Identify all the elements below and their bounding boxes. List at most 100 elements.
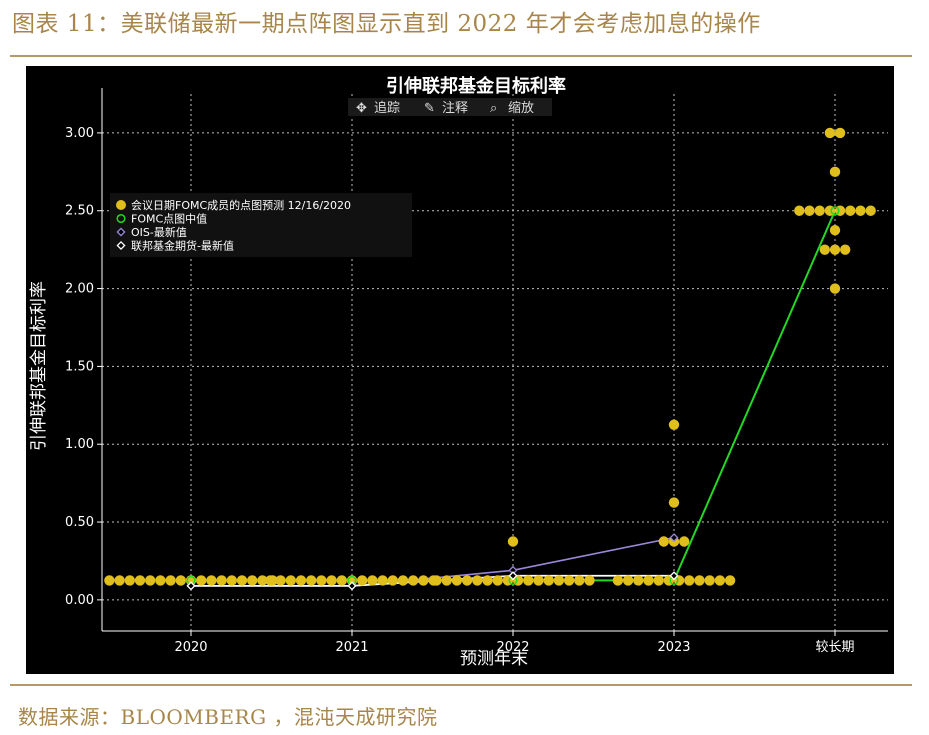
futures-marker bbox=[186, 581, 196, 591]
dot-plot-point bbox=[196, 575, 207, 586]
y-tick-label: 2.50 bbox=[65, 204, 94, 219]
dot-plot-point bbox=[441, 575, 452, 586]
dot-plot-point bbox=[845, 205, 856, 216]
y-tick-label: 2.00 bbox=[65, 282, 94, 297]
legend-entry: 联邦基金期货-最新值 bbox=[131, 239, 234, 253]
dot-plot-point bbox=[155, 575, 166, 586]
x-tick-label: 2022 bbox=[496, 640, 529, 655]
dot-plot-point bbox=[840, 244, 851, 255]
track-label: 追踪 bbox=[374, 100, 400, 116]
dot-plot-point bbox=[367, 575, 378, 586]
dot-plot-point bbox=[653, 575, 664, 586]
chart-toolbar: ✥ 追踪 ✎ 注释 ⌕ 缩放 bbox=[348, 98, 552, 116]
legend-entry: OIS-最新值 bbox=[131, 225, 187, 239]
dot-plot-point bbox=[134, 575, 146, 586]
dot-plot-points bbox=[104, 127, 876, 586]
dot-plot-point bbox=[175, 575, 186, 586]
dot-plot-point bbox=[387, 575, 398, 586]
figure-title: 图表 11：美联储最新一期点阵图显示直到 2022 年才会考虑加息的操作 bbox=[12, 11, 761, 37]
bottom-divider bbox=[10, 684, 912, 686]
dot-plot-point bbox=[584, 575, 595, 586]
chart-legend: 会议日期FOMC成员的点图预测 12/16/2020FOMC点图中值OIS-最新… bbox=[110, 193, 412, 257]
legend-median-icon bbox=[116, 213, 126, 224]
dot-plot-point bbox=[824, 127, 836, 139]
median-marker bbox=[830, 206, 840, 216]
legend-entry: FOMC点图中值 bbox=[131, 213, 207, 226]
dot-plot-point bbox=[206, 575, 217, 586]
y-axis-label: 引伸联邦基金目标利率 bbox=[29, 281, 49, 451]
dot-plot-point bbox=[377, 575, 388, 586]
dot-plot-point bbox=[643, 575, 654, 586]
dot-plot-point bbox=[275, 575, 286, 586]
x-tick-label: 2020 bbox=[174, 640, 207, 655]
dot-plot-point bbox=[316, 575, 327, 586]
x-tick-label: 较长期 bbox=[815, 640, 854, 655]
ois-marker bbox=[669, 533, 679, 543]
dot-plot-point bbox=[295, 575, 307, 586]
dot-plot-point bbox=[684, 575, 695, 586]
dot-plot-point bbox=[523, 575, 534, 586]
legend-ois-icon bbox=[116, 227, 126, 237]
dot-plot-point bbox=[236, 575, 248, 586]
annotate-button[interactable]: ✎ 注释 bbox=[424, 101, 468, 116]
dot-plot-point bbox=[431, 575, 442, 586]
y-tick-label: 0.50 bbox=[65, 515, 94, 530]
dot-plot-point bbox=[668, 497, 680, 508]
dot-plot-point bbox=[563, 575, 575, 586]
dot-plot-point bbox=[819, 244, 830, 255]
dot-plot-point bbox=[104, 575, 115, 586]
dot-plot-point bbox=[336, 575, 347, 586]
chart-svg: 0.00 0.50 1.00 1.50 2.00 2.50 3.00 2020 2021 2022… bbox=[29, 75, 888, 669]
dot-plot-point bbox=[574, 575, 585, 586]
dot-plot-point bbox=[451, 575, 463, 586]
dot-plot-point bbox=[306, 575, 317, 586]
dot-plot-point bbox=[794, 205, 805, 216]
y-tick-label: 1.00 bbox=[65, 437, 94, 452]
legend-dot-icon bbox=[116, 200, 126, 210]
dot-plot-point bbox=[482, 575, 493, 586]
zoom-button[interactable]: ⌕ 缩放 bbox=[490, 100, 534, 116]
dot-plot-point bbox=[124, 575, 135, 586]
dot-plot-point bbox=[533, 575, 544, 586]
dot-plot-point bbox=[714, 575, 726, 586]
dot-plot-point bbox=[622, 575, 634, 586]
gridlines bbox=[102, 94, 888, 631]
dot-plot-point bbox=[704, 575, 715, 586]
dot-plot-point bbox=[612, 575, 624, 586]
dot-plot-point bbox=[114, 575, 125, 586]
dot-plot-point bbox=[668, 419, 680, 430]
dot-plot-point bbox=[865, 205, 876, 216]
zoom-label: 缩放 bbox=[508, 100, 534, 116]
dot-plot-point bbox=[694, 575, 705, 586]
dot-plot-point bbox=[804, 205, 815, 216]
dot-plot-point bbox=[658, 536, 669, 547]
dot-plot-point bbox=[507, 536, 519, 547]
legend-box bbox=[110, 193, 412, 257]
chart-title: 引伸联邦基金目标利率 bbox=[386, 75, 566, 97]
dot-plot-point bbox=[855, 205, 866, 216]
dot-plot-point bbox=[226, 575, 237, 586]
dot-plot-point bbox=[633, 575, 644, 586]
futures-marker bbox=[347, 581, 357, 591]
axes: 0.00 0.50 1.00 1.50 2.00 2.50 3.00 2020 2021 2022… bbox=[65, 88, 888, 655]
dot-plot-point bbox=[247, 575, 258, 586]
dot-plot-point bbox=[543, 575, 554, 586]
dot-plot-point bbox=[829, 283, 841, 294]
dot-plot-point bbox=[216, 575, 227, 586]
dot-plot-point bbox=[814, 205, 825, 216]
dot-plot-point bbox=[834, 127, 846, 139]
y-tick-label: 3.00 bbox=[65, 126, 94, 141]
top-divider bbox=[10, 55, 912, 57]
futures-marker bbox=[508, 571, 518, 581]
source-note: 数据来源：BLOOMBERG ，混沌天成研究院 bbox=[18, 705, 438, 729]
legend-futures-icon bbox=[116, 240, 126, 251]
x-axis-label: 预测年末 bbox=[460, 649, 528, 669]
y-tick-label: 0.00 bbox=[65, 593, 94, 608]
track-button[interactable]: ✥ 追踪 bbox=[356, 100, 400, 116]
x-tick-label: 2021 bbox=[335, 640, 368, 655]
dot-plot-point bbox=[829, 166, 841, 178]
dot-plot-point bbox=[326, 575, 337, 586]
dot-plot-point bbox=[724, 575, 736, 586]
dot-plot-point bbox=[472, 575, 483, 586]
track-icon: ✥ bbox=[356, 101, 367, 116]
